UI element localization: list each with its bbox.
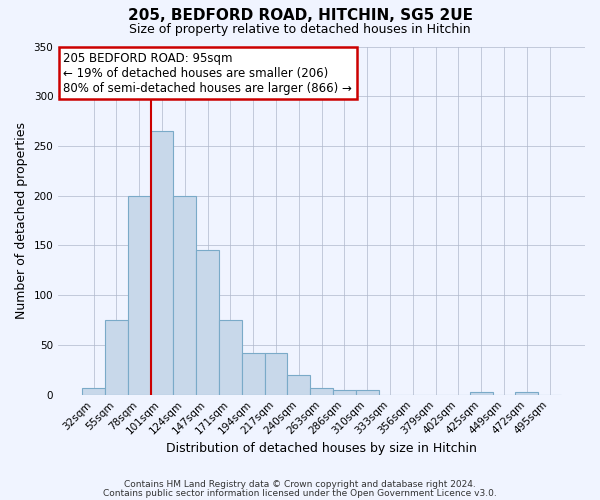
Bar bbox=[515, 392, 538, 394]
Text: 205 BEDFORD ROAD: 95sqm
← 19% of detached houses are smaller (206)
80% of semi-d: 205 BEDFORD ROAD: 95sqm ← 19% of detache… bbox=[64, 52, 352, 94]
Text: Contains HM Land Registry data © Crown copyright and database right 2024.: Contains HM Land Registry data © Crown c… bbox=[124, 480, 476, 489]
Bar bbox=[151, 131, 173, 394]
Text: Size of property relative to detached houses in Hitchin: Size of property relative to detached ho… bbox=[129, 22, 471, 36]
Bar bbox=[196, 250, 219, 394]
X-axis label: Distribution of detached houses by size in Hitchin: Distribution of detached houses by size … bbox=[166, 442, 477, 455]
Bar bbox=[287, 375, 310, 394]
Bar bbox=[173, 196, 196, 394]
Text: Contains public sector information licensed under the Open Government Licence v3: Contains public sector information licen… bbox=[103, 488, 497, 498]
Bar bbox=[265, 353, 287, 395]
Bar bbox=[356, 390, 379, 394]
Bar bbox=[82, 388, 105, 394]
Bar bbox=[470, 392, 493, 394]
Bar bbox=[242, 353, 265, 395]
Text: 205, BEDFORD ROAD, HITCHIN, SG5 2UE: 205, BEDFORD ROAD, HITCHIN, SG5 2UE bbox=[128, 8, 473, 22]
Bar bbox=[219, 320, 242, 394]
Bar bbox=[105, 320, 128, 394]
Bar bbox=[310, 388, 333, 394]
Bar bbox=[128, 196, 151, 394]
Y-axis label: Number of detached properties: Number of detached properties bbox=[15, 122, 28, 319]
Bar bbox=[333, 390, 356, 394]
